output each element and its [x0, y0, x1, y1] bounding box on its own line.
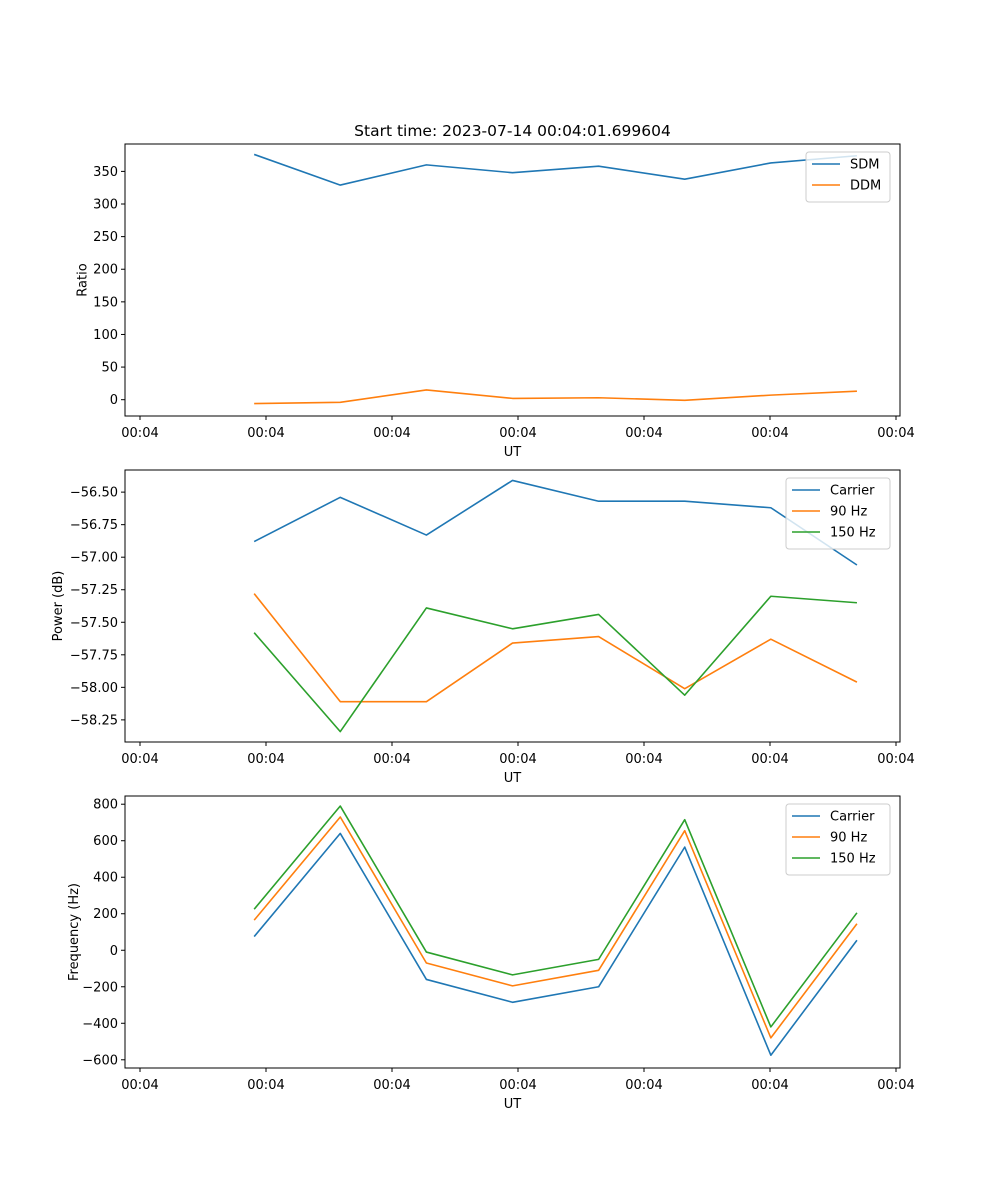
y-tick-label: 200 [93, 907, 118, 922]
series-line-carrier [253, 832, 858, 1057]
x-tick-label: 00:04 [625, 1078, 662, 1093]
x-tick-label: 00:04 [121, 752, 158, 767]
y-tick-label: −57.75 [70, 648, 118, 663]
x-tick-label: 00:04 [499, 752, 536, 767]
x-tick-label: 00:04 [877, 1078, 914, 1093]
x-axis-label: UT [504, 445, 522, 460]
x-tick-label: 00:04 [499, 1078, 536, 1093]
y-tick-label: −56.50 [70, 486, 118, 501]
legend-entry: 150 Hz [830, 526, 876, 541]
series-line-150-hz [253, 805, 858, 1028]
y-axis-label: Power (dB) [51, 571, 66, 642]
y-tick-label: 0 [110, 944, 118, 959]
x-tick-label: 00:04 [247, 752, 284, 767]
legend: Carrier 90 Hz 150 Hz [785, 477, 891, 550]
x-tick-label: 00:04 [373, 1078, 410, 1093]
y-tick-label: −400 [82, 1017, 118, 1032]
figure-title: Start time: 2023-07-14 00:04:01.699604 [354, 122, 671, 140]
x-tick-label: 00:04 [247, 426, 284, 441]
y-tick-label: −57.00 [70, 551, 118, 566]
x-tick-label: 00:04 [373, 426, 410, 441]
charts-container: 00:0400:0400:0400:0400:0400:0400:0400:05… [51, 143, 915, 1112]
x-tick-label: 00:04 [877, 752, 914, 767]
x-tick-label: 00:04 [751, 1078, 788, 1093]
legend: SDM DDM [805, 151, 891, 203]
y-tick-label: −56.75 [70, 518, 118, 533]
legend: Carrier 90 Hz 150 Hz [785, 803, 891, 876]
axes-frame [124, 143, 901, 417]
y-tick-label: −200 [82, 980, 118, 995]
y-tick-label: 50 [101, 361, 118, 376]
series-line-150-hz [253, 595, 858, 733]
legend-entry: 90 Hz [830, 505, 867, 520]
x-tick-label: 00:04 [625, 752, 662, 767]
y-tick-label: 300 [93, 198, 118, 213]
y-tick-label: 100 [93, 328, 118, 343]
y-tick-label: −58.25 [70, 713, 118, 728]
x-axis-label: UT [504, 1097, 522, 1112]
axes-frame [124, 469, 901, 743]
y-axis-label: Ratio [75, 263, 90, 296]
y-tick-label: 800 [93, 798, 118, 813]
x-tick-label: 00:04 [247, 1078, 284, 1093]
y-axis-label: Frequency (Hz) [67, 883, 82, 981]
legend-entry: SDM [850, 158, 879, 173]
y-tick-label: 600 [93, 834, 118, 849]
legend-entry: Carrier [830, 484, 875, 499]
y-tick-label: 0 [110, 393, 118, 408]
x-tick-label: 00:04 [121, 1078, 158, 1093]
x-tick-label: 00:04 [121, 426, 158, 441]
subplot-3: 00:0400:0400:0400:0400:0400:0400:0400:05… [67, 795, 915, 1112]
series-line-ddm [254, 389, 857, 405]
y-tick-label: 350 [93, 165, 118, 180]
series-line-90-hz [253, 593, 858, 703]
y-tick-label: −600 [82, 1053, 118, 1068]
y-tick-label: −58.00 [70, 681, 118, 696]
y-tick-label: 400 [93, 871, 118, 886]
x-tick-label: 00:04 [499, 426, 536, 441]
x-tick-label: 00:04 [877, 426, 914, 441]
legend-entry: DDM [850, 179, 881, 194]
series-line-sdm [253, 153, 858, 186]
y-tick-label: 250 [93, 230, 118, 245]
series-line-carrier [253, 479, 858, 566]
subplot-2: 00:0400:0400:0400:0400:0400:0400:0400:05… [51, 469, 915, 786]
y-tick-label: 150 [93, 295, 118, 310]
x-tick-label: 00:04 [625, 426, 662, 441]
axes-frame [124, 795, 901, 1069]
x-tick-label: 00:04 [751, 426, 788, 441]
subplot-1: 00:0400:0400:0400:0400:0400:0400:0400:05… [75, 143, 915, 460]
y-tick-label: 200 [93, 263, 118, 278]
series-line-90-hz [253, 816, 858, 1039]
x-tick-label: 00:04 [751, 752, 788, 767]
legend-entry: 90 Hz [830, 831, 867, 846]
x-axis-label: UT [504, 771, 522, 786]
x-tick-label: 00:04 [373, 752, 410, 767]
legend-entry: 150 Hz [830, 852, 876, 867]
y-tick-label: −57.25 [70, 583, 118, 598]
legend-entry: Carrier [830, 810, 875, 825]
y-tick-label: −57.50 [70, 616, 118, 631]
